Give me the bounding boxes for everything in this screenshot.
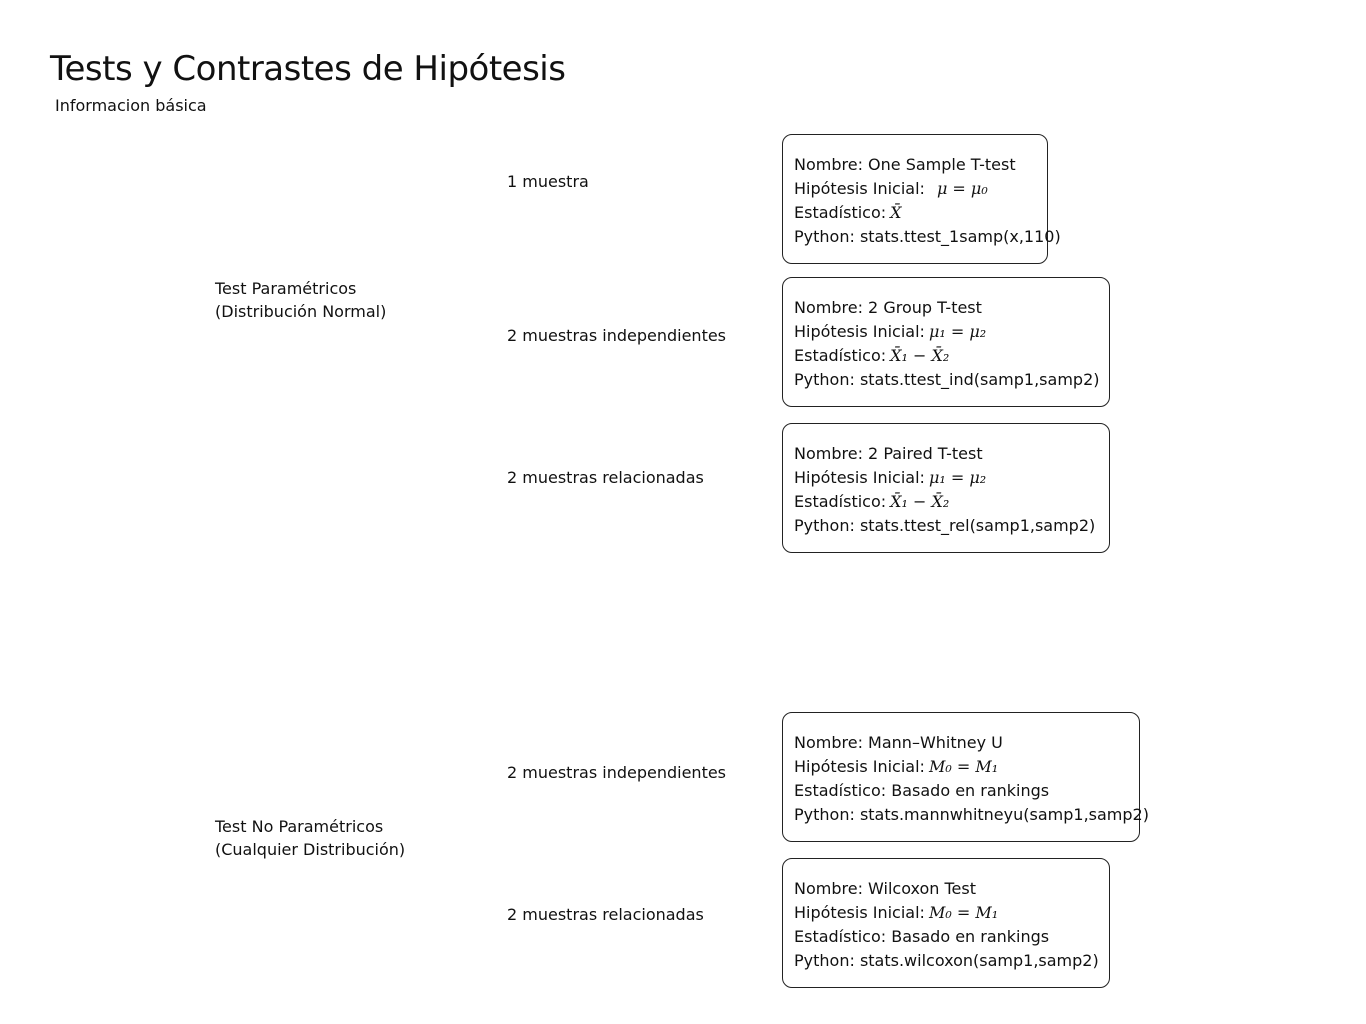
test-statistic: Estadístico: X̄₁ − X̄₂ [794, 344, 1109, 368]
hypothesis-formula: μ₁ = μ₂ [929, 322, 986, 341]
hypothesis-formula: M₀ = M₁ [929, 903, 998, 922]
hypothesis-label: Hipótesis Inicial: [794, 179, 925, 198]
sample-type-independent-nonparametric: 2 muestras independientes [507, 763, 726, 782]
statistic-label: Estadístico: [794, 346, 886, 365]
page-title: Tests y Contrastes de Hipótesis [50, 49, 565, 89]
hypothesis-formula: μ = μ₀ [937, 179, 988, 198]
hypothesis-label: Hipótesis Inicial: [794, 903, 925, 922]
test-hypothesis: Hipótesis Inicial: μ₁ = μ₂ [794, 320, 1109, 344]
hypothesis-label: Hipótesis Inicial: [794, 468, 925, 487]
sample-type-related-parametric: 2 muestras relacionadas [507, 468, 704, 487]
category-parametric: Test Paramétricos (Distribución Normal) [215, 277, 386, 323]
test-statistic: Estadístico: Basado en rankings [794, 779, 1139, 803]
test-statistic: Estadístico: X̄₁ − X̄₂ [794, 490, 1109, 514]
hypothesis-label: Hipótesis Inicial: [794, 322, 925, 341]
test-name: Nombre: 2 Paired T-test [794, 442, 1109, 466]
test-card-2-group-t-test: Nombre: 2 Group T-test Hipótesis Inicial… [782, 277, 1110, 407]
sample-type-one-sample: 1 muestra [507, 172, 589, 191]
test-python: Python: stats.ttest_ind(samp1,samp2) [794, 368, 1109, 392]
hypothesis-label: Hipótesis Inicial: [794, 757, 925, 776]
test-hypothesis: Hipótesis Inicial: M₀ = M₁ [794, 901, 1109, 925]
statistic-formula: X̄₁ − X̄₂ [890, 346, 949, 365]
test-statistic: Estadístico: X̄ [794, 201, 1047, 225]
test-card-wilcoxon-test: Nombre: Wilcoxon Test Hipótesis Inicial:… [782, 858, 1110, 988]
test-name: Nombre: Mann–Whitney U [794, 731, 1139, 755]
test-hypothesis: Hipótesis Inicial: μ = μ₀ [794, 177, 1047, 201]
test-name: Nombre: One Sample T-test [794, 153, 1047, 177]
test-name: Nombre: 2 Group T-test [794, 296, 1109, 320]
hypothesis-formula: μ₁ = μ₂ [929, 468, 986, 487]
page-subtitle: Informacion básica [55, 96, 207, 115]
statistic-description: Basado en rankings [886, 927, 1049, 946]
category-parametric-name: Test Paramétricos [215, 277, 386, 300]
sample-type-independent-parametric: 2 muestras independientes [507, 326, 726, 345]
category-nonparametric: Test No Paramétricos (Cualquier Distribu… [215, 815, 405, 861]
sample-type-related-nonparametric: 2 muestras relacionadas [507, 905, 704, 924]
test-python: Python: stats.ttest_rel(samp1,samp2) [794, 514, 1109, 538]
test-hypothesis: Hipótesis Inicial: μ₁ = μ₂ [794, 466, 1109, 490]
category-parametric-condition: (Distribución Normal) [215, 300, 386, 323]
test-card-one-sample-t-test: Nombre: One Sample T-test Hipótesis Inic… [782, 134, 1048, 264]
statistic-formula: X̄ [890, 203, 901, 222]
test-python: Python: stats.mannwhitneyu(samp1,samp2) [794, 803, 1139, 827]
category-nonparametric-name: Test No Paramétricos [215, 815, 405, 838]
statistic-label: Estadístico: [794, 781, 886, 800]
statistic-formula: X̄₁ − X̄₂ [890, 492, 949, 511]
test-hypothesis: Hipótesis Inicial: M₀ = M₁ [794, 755, 1139, 779]
statistic-label: Estadístico: [794, 203, 886, 222]
test-python: Python: stats.ttest_1samp(x,110) [794, 225, 1047, 249]
category-nonparametric-condition: (Cualquier Distribución) [215, 838, 405, 861]
test-card-mann-whitney-u: Nombre: Mann–Whitney U Hipótesis Inicial… [782, 712, 1140, 842]
statistic-label: Estadístico: [794, 927, 886, 946]
hypothesis-formula: M₀ = M₁ [929, 757, 998, 776]
test-python: Python: stats.wilcoxon(samp1,samp2) [794, 949, 1109, 973]
statistic-label: Estadístico: [794, 492, 886, 511]
test-name: Nombre: Wilcoxon Test [794, 877, 1109, 901]
statistic-description: Basado en rankings [886, 781, 1049, 800]
test-statistic: Estadístico: Basado en rankings [794, 925, 1109, 949]
test-card-paired-t-test: Nombre: 2 Paired T-test Hipótesis Inicia… [782, 423, 1110, 553]
